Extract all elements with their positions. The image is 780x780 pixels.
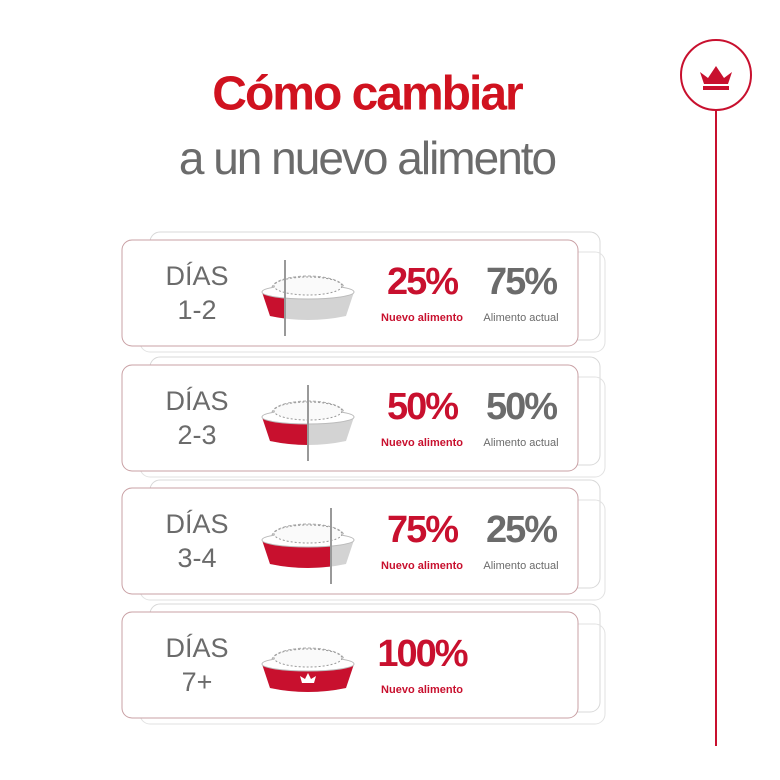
current-label: Alimento actual — [483, 312, 558, 324]
bowl-crown — [300, 673, 316, 683]
bowl-new — [262, 292, 285, 319]
logo-band — [703, 86, 729, 90]
new-label: Nuevo alimento — [381, 437, 463, 449]
current-label: Alimento actual — [483, 437, 558, 449]
new-label: Nuevo alimento — [381, 312, 463, 324]
new-percent: 100% — [377, 633, 467, 675]
days-range: 1-2 — [177, 295, 216, 325]
new-label: Nuevo alimento — [381, 560, 463, 572]
food-top — [273, 276, 343, 296]
days-label: DÍAS — [165, 633, 228, 663]
new-label: Nuevo alimento — [381, 684, 463, 696]
days-label: DÍAS — [165, 509, 228, 539]
days-label: DÍAS — [165, 261, 228, 291]
logo-crown — [700, 66, 732, 84]
current-percent: 50% — [486, 386, 557, 428]
days-range: 2-3 — [177, 420, 216, 450]
days-label: DÍAS — [165, 386, 228, 416]
current-label: Alimento actual — [483, 560, 558, 572]
new-percent: 25% — [387, 261, 458, 303]
food-top — [273, 524, 343, 544]
current-percent: 25% — [486, 509, 557, 551]
new-percent: 75% — [387, 509, 458, 551]
food-top — [273, 648, 343, 668]
new-percent: 50% — [387, 386, 458, 428]
subtitle: a un nuevo alimento — [179, 132, 556, 184]
current-percent: 75% — [486, 261, 557, 303]
days-range: 7+ — [182, 667, 213, 697]
title: Cómo cambiar — [212, 68, 523, 121]
days-range: 3-4 — [177, 543, 216, 573]
